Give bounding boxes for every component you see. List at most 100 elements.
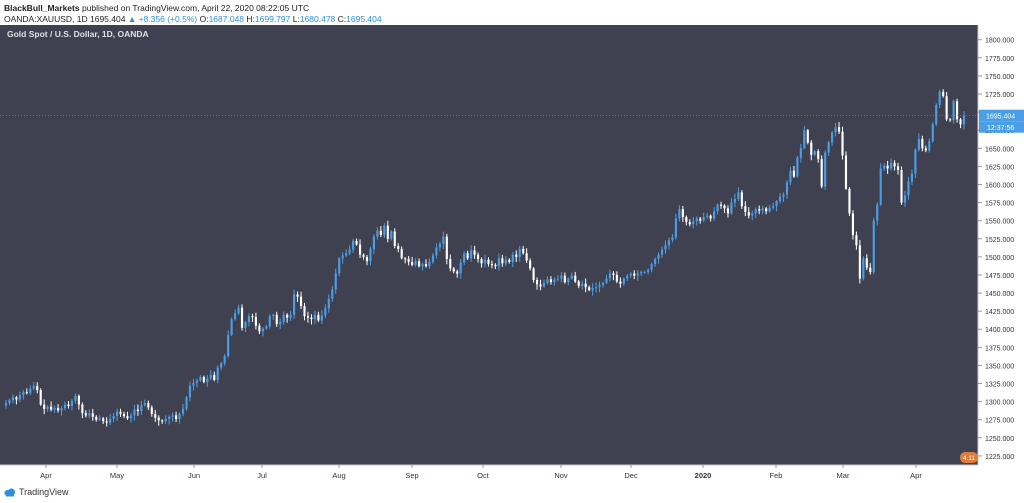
y-tick-label: 1650.000 <box>985 146 1014 153</box>
candle-body <box>181 408 185 414</box>
candle-body <box>483 259 487 264</box>
candle-body <box>872 220 875 273</box>
time-axis[interactable] <box>0 465 978 485</box>
candle-body <box>338 258 341 274</box>
candle-body <box>858 245 861 279</box>
candle-body <box>629 273 632 276</box>
candle-body <box>115 411 119 417</box>
candle-body <box>928 141 931 151</box>
candles-group <box>4 89 966 427</box>
candle-body <box>917 138 920 150</box>
change-arrow-icon: ▲ <box>127 14 137 24</box>
candle-body <box>952 101 955 121</box>
candle-body <box>935 104 938 125</box>
y-tick-label: 1350.000 <box>985 363 1014 370</box>
x-tick-label: 2020 <box>695 471 712 480</box>
candle-body <box>240 307 244 328</box>
candle-body <box>192 382 195 386</box>
y-tick-label: 1375.000 <box>985 345 1014 352</box>
candle-body <box>879 168 882 205</box>
candle-body <box>296 294 299 297</box>
tradingview-logo-icon <box>4 488 15 496</box>
candle-body <box>331 289 334 299</box>
x-tick-label: Oct <box>477 471 490 480</box>
candle-body <box>449 259 452 269</box>
y-tick-label: 1425.000 <box>985 309 1014 316</box>
candle-body <box>775 201 778 207</box>
candle-body <box>438 243 441 248</box>
candle-body <box>390 231 393 239</box>
candle-body <box>890 162 893 169</box>
candle-body <box>77 395 80 405</box>
candle-body <box>74 395 77 401</box>
candle-body <box>893 162 896 167</box>
candle-body <box>161 420 164 422</box>
candle-body <box>122 413 126 417</box>
candle-body <box>674 218 677 238</box>
candle-body <box>147 403 150 408</box>
candle-body <box>112 416 115 420</box>
candle-body <box>938 91 941 105</box>
candle-body <box>803 130 806 149</box>
candlestick-chart[interactable]: Gold Spot / U.S. Dollar, 1D, OANDA 1800.… <box>0 25 1024 485</box>
candle-body <box>480 259 483 264</box>
candle-body <box>365 256 369 262</box>
candle-body <box>598 285 601 288</box>
candle-body <box>91 413 94 417</box>
candle-body <box>529 260 532 269</box>
price-axis[interactable] <box>978 25 1024 485</box>
chart-area[interactable]: Gold Spot / U.S. Dollar, 1D, OANDA 1800.… <box>0 25 1024 485</box>
candle-body <box>761 208 764 211</box>
candle-body <box>168 416 171 420</box>
candle-body <box>574 275 577 282</box>
candle-body <box>171 415 174 417</box>
candle-body <box>362 254 365 257</box>
candle-body <box>608 273 612 279</box>
y-tick-label: 1300.000 <box>985 400 1014 407</box>
candle-body <box>105 421 108 423</box>
candle-body <box>88 413 91 416</box>
candle-body <box>355 240 358 245</box>
candle-body <box>778 196 782 202</box>
x-tick-label: Apr <box>40 471 52 480</box>
y-tick-label: 1225.000 <box>985 454 1014 461</box>
candle-body <box>466 253 469 259</box>
published-text: published on TradingView.com, April 22, … <box>81 3 310 13</box>
candle-body <box>647 269 650 273</box>
candle-body <box>903 195 907 203</box>
publisher-name[interactable]: BlackBull_Markets <box>4 3 80 13</box>
candle-body <box>424 264 428 267</box>
candle-body <box>223 356 226 364</box>
candle-body <box>719 204 723 206</box>
candle-body <box>553 279 556 283</box>
candle-body <box>376 230 379 237</box>
candle-body <box>431 255 435 262</box>
close-value: 1695.404 <box>346 14 382 24</box>
candle-body <box>962 115 966 125</box>
candle-body <box>733 198 736 203</box>
candle-body <box>667 240 671 246</box>
candle-body <box>546 279 549 283</box>
y-tick-label: 1275.000 <box>985 418 1014 425</box>
x-tick-label: Dec <box>624 471 638 480</box>
indicator-badge[interactable] <box>960 452 978 463</box>
candle-body <box>813 151 816 155</box>
candle-body <box>615 274 618 282</box>
candle-body <box>515 254 518 257</box>
candle-body <box>289 314 292 318</box>
footer-brand[interactable]: TradingView <box>19 487 69 497</box>
candle-body <box>98 418 101 420</box>
candle-body <box>910 173 914 182</box>
candle-body <box>293 294 296 315</box>
candle-body <box>497 258 500 267</box>
candle-body <box>81 404 84 414</box>
x-tick-label: Mar <box>837 471 850 480</box>
candle-body <box>768 207 771 212</box>
candle-body <box>237 307 240 314</box>
candle-body <box>43 404 46 409</box>
candle-body <box>185 397 188 409</box>
candle-body <box>869 267 872 273</box>
candle-body <box>949 119 952 121</box>
publish-line: BlackBull_Markets published on TradingVi… <box>4 3 309 13</box>
candle-body <box>345 253 348 256</box>
